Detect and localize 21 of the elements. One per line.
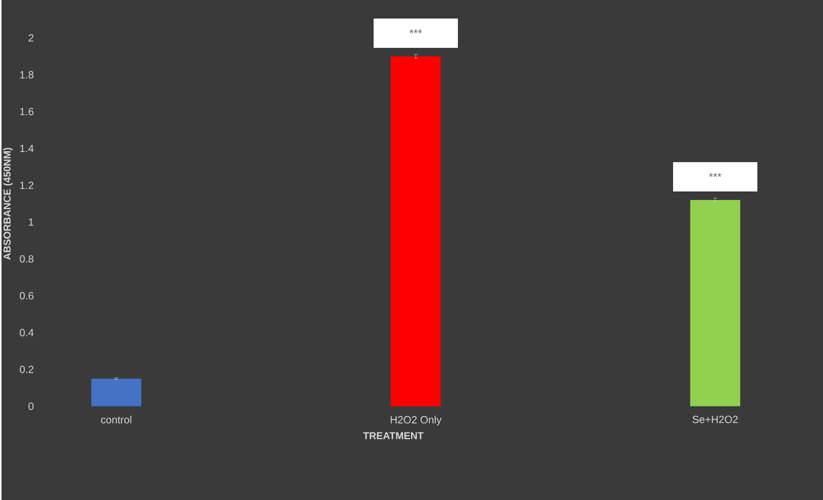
annotation: ***	[709, 173, 722, 177]
y-tick-label: 0.4	[20, 328, 34, 336]
annotation: ***	[410, 29, 422, 34]
y-tick-label: 0.8	[20, 255, 34, 263]
y-tick-label: 0.6	[20, 292, 34, 300]
x-tick-label: control	[101, 416, 132, 424]
y-tick-label: 0.2	[20, 366, 34, 374]
bar	[390, 56, 441, 406]
x-axis-title: TREATMENT	[363, 432, 424, 440]
y-tick-label: 1.6	[20, 108, 34, 116]
y-tick-label: 1	[28, 218, 34, 226]
y-tick-label: 1.4	[20, 144, 34, 152]
y-tick-label: 1.2	[20, 182, 34, 189]
x-tick-label: Se+H2O2	[692, 416, 738, 424]
y-axis-title: ABSORBANCE (450NM)	[3, 148, 13, 260]
x-tick-label: H2O2 Only	[390, 416, 442, 426]
y-tick-label: 2	[28, 34, 34, 42]
y-tick-label: 1.8	[20, 71, 34, 78]
y-tick-label: 0	[28, 402, 34, 410]
bar	[690, 200, 740, 406]
bar	[91, 378, 142, 406]
